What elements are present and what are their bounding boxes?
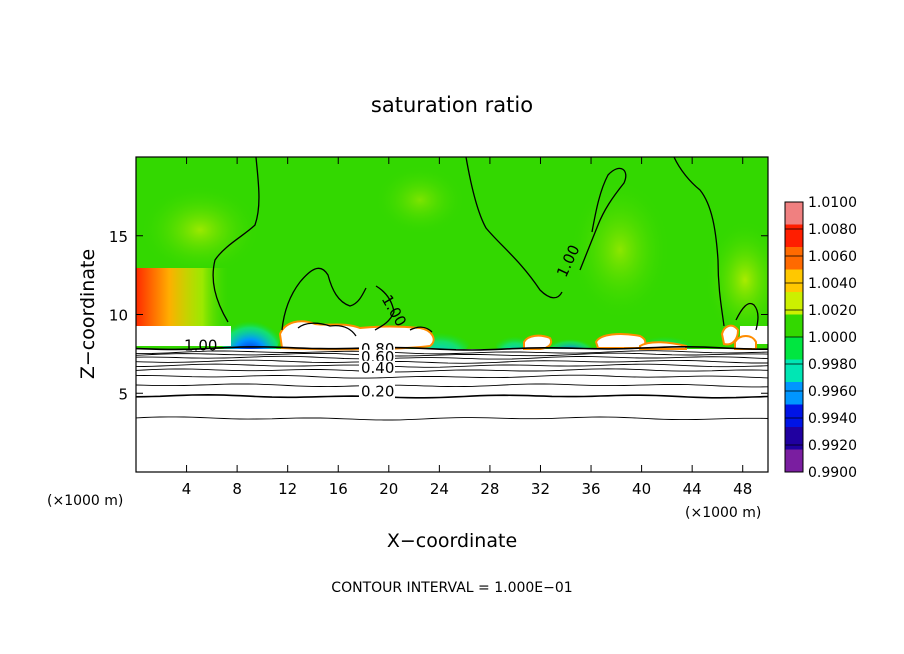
contour-line xyxy=(136,359,768,364)
moist-patch xyxy=(375,165,465,235)
colorbar-swatch xyxy=(785,382,803,405)
colorbar-swatch xyxy=(785,292,803,315)
moist-patch xyxy=(140,185,260,275)
colorbar: 1.0100 1.0080 1.0060 1.0040 1.0020 1.0000 0.99… xyxy=(784,195,857,481)
cloud-blob xyxy=(523,334,553,350)
x-tick-label: 8 xyxy=(232,480,242,498)
contour-line xyxy=(136,363,768,368)
x-tick-label: 20 xyxy=(379,480,398,498)
contours-lower xyxy=(136,346,768,421)
colorbar-swatch xyxy=(785,202,803,225)
colorbar-swatch xyxy=(785,359,803,383)
moist-patch xyxy=(705,220,768,340)
contour-label: 1.00 xyxy=(184,337,217,355)
colorbar-swatch xyxy=(785,427,803,450)
contour-line xyxy=(297,322,357,337)
contour-line xyxy=(409,326,433,333)
plot-field xyxy=(136,157,768,472)
colorbar-swatch xyxy=(785,337,803,360)
colorbar-label: 0.9900 xyxy=(808,465,857,481)
colorbar-swatch xyxy=(785,449,803,473)
colorbar-swatch xyxy=(785,247,803,270)
x-tick-label: 12 xyxy=(278,480,297,498)
contour-line xyxy=(465,157,563,299)
colorbar-label: 1.0000 xyxy=(808,330,857,346)
contour-line xyxy=(136,383,768,388)
colorbar-label: 1.0100 xyxy=(808,195,857,211)
y-tick-label: 10 xyxy=(109,307,128,325)
colorbar-label: 0.9920 xyxy=(808,438,857,454)
contour-label: 0.20 xyxy=(361,382,394,400)
colorbar-label: 0.9940 xyxy=(808,411,857,427)
x-axis: 4 8 12 16 20 24 28 32 36 40 44 48 xyxy=(182,157,752,498)
contour-line xyxy=(136,352,768,357)
contour-line xyxy=(136,374,768,379)
contour-line xyxy=(136,416,768,421)
colorbar-swatch xyxy=(785,269,803,293)
x-tick-label: 44 xyxy=(683,480,702,498)
colorbar-label: 1.0060 xyxy=(808,249,857,265)
cloud-blob xyxy=(720,324,740,346)
colorbar-swatch xyxy=(785,404,803,428)
contour-line xyxy=(374,285,395,331)
lower-layer xyxy=(136,349,768,472)
chart-title: saturation ratio xyxy=(371,93,533,117)
colorbar-label: 0.9960 xyxy=(808,384,857,400)
x-unit-right: (×1000 m) xyxy=(685,505,761,521)
colorbar-swatch xyxy=(785,224,803,248)
contour-line xyxy=(136,346,768,351)
colorbar-label: 1.0040 xyxy=(808,276,857,292)
contour-line xyxy=(735,302,759,331)
x-tick-label: 36 xyxy=(581,480,600,498)
contour-line xyxy=(136,393,768,399)
contour-line xyxy=(212,157,260,323)
moist-patch xyxy=(570,180,670,320)
x-tick-label: 48 xyxy=(733,480,752,498)
x-tick-label: 28 xyxy=(480,480,499,498)
y-tick-label: 5 xyxy=(118,385,128,403)
capping-layer xyxy=(136,326,231,346)
x-unit-left: (×1000 m) xyxy=(47,493,123,509)
x-tick-label: 24 xyxy=(430,480,449,498)
contour-label-box xyxy=(358,349,395,364)
contour-line xyxy=(136,355,768,360)
contour-interval-note: CONTOUR INTERVAL = 1.000E−01 xyxy=(331,580,572,596)
contour-label-box xyxy=(358,384,395,399)
colorbar-label: 1.0020 xyxy=(808,303,857,319)
y-axis: 5 10 15 xyxy=(109,228,768,403)
contour-label: 0.40 xyxy=(361,359,394,377)
contour-line xyxy=(281,267,367,331)
colorbar-label: 0.9980 xyxy=(808,357,857,373)
left-moist-region xyxy=(136,268,231,328)
y-tick-label: 15 xyxy=(109,228,128,246)
cloud-blob xyxy=(594,333,647,349)
contour-line xyxy=(136,368,768,373)
colorbar-swatch xyxy=(785,314,803,338)
contour-line xyxy=(673,157,725,327)
x-tick-label: 4 xyxy=(182,480,192,498)
contour-line xyxy=(579,167,627,271)
colorbar-label: 1.0080 xyxy=(808,222,857,238)
contours-upper xyxy=(212,157,759,337)
contour-label-box xyxy=(358,360,395,375)
contour-line xyxy=(136,350,768,355)
x-axis-label: X−coordinate xyxy=(387,530,517,552)
x-tick-label: 16 xyxy=(329,480,348,498)
x-tick-label: 40 xyxy=(632,480,651,498)
x-tick-label: 32 xyxy=(531,480,550,498)
y-axis-label: Z−coordinate xyxy=(77,249,99,379)
cloud-blob xyxy=(734,335,757,350)
